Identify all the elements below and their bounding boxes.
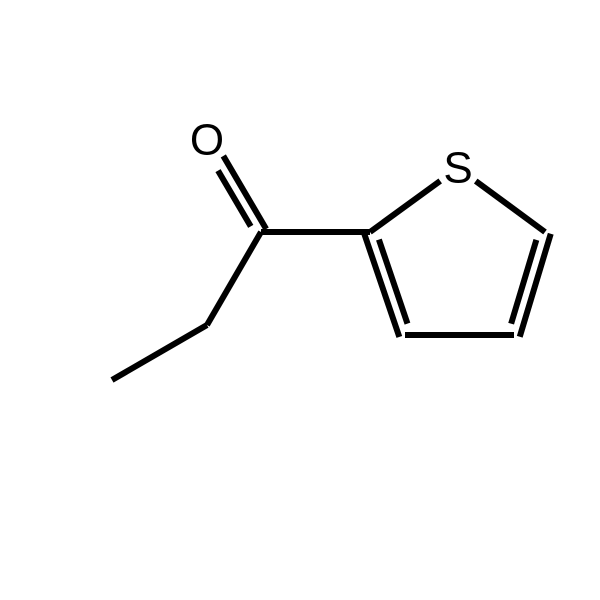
bond [511, 240, 536, 324]
bond [112, 325, 207, 380]
atom-label-o: O [190, 116, 224, 165]
atom-label-s: S [443, 144, 472, 193]
bond [476, 181, 545, 232]
bond [370, 181, 440, 232]
bond [207, 232, 261, 325]
molecule-diagram: OS [0, 0, 600, 600]
